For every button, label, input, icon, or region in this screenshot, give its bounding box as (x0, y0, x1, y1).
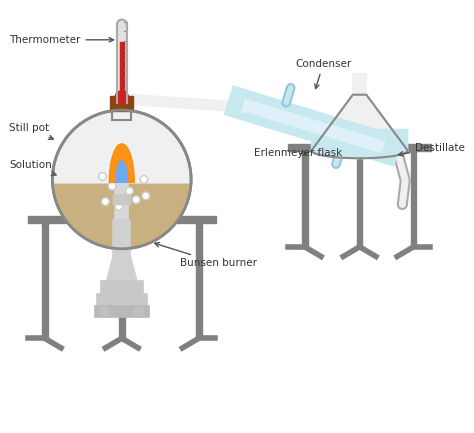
Circle shape (115, 203, 123, 210)
Bar (410, 149, 416, 247)
Circle shape (140, 175, 148, 183)
Circle shape (99, 173, 106, 181)
Bar (113, 220, 130, 256)
Circle shape (108, 182, 116, 190)
Polygon shape (381, 134, 402, 165)
Polygon shape (53, 179, 191, 249)
Bar (118, 20, 126, 103)
Bar (119, 221, 125, 338)
Circle shape (126, 187, 133, 195)
Bar (95, 306, 149, 317)
Bar (28, 216, 216, 223)
Polygon shape (240, 99, 386, 153)
Circle shape (100, 307, 109, 316)
Text: Thermometer: Thermometer (9, 35, 114, 45)
Polygon shape (109, 144, 134, 182)
Circle shape (53, 110, 191, 249)
Polygon shape (311, 95, 408, 158)
Bar (196, 221, 201, 338)
Polygon shape (225, 87, 246, 118)
Bar (100, 281, 143, 295)
Circle shape (101, 198, 109, 205)
Polygon shape (106, 256, 137, 282)
Polygon shape (311, 129, 408, 158)
Polygon shape (238, 90, 389, 162)
Circle shape (121, 171, 128, 178)
Circle shape (132, 196, 140, 204)
Text: Condenser: Condenser (295, 59, 351, 89)
Bar (115, 182, 128, 223)
Bar (97, 294, 147, 307)
Bar (353, 74, 366, 95)
Bar (110, 96, 133, 111)
Circle shape (115, 91, 128, 104)
Text: Erlenmeyer flask: Erlenmeyer flask (254, 149, 342, 158)
Text: Solution: Solution (9, 160, 56, 175)
Bar (112, 107, 131, 120)
Bar (113, 194, 130, 204)
Bar (288, 144, 431, 151)
Text: Bunsen burner: Bunsen burner (155, 242, 256, 268)
Polygon shape (131, 95, 246, 112)
Text: Destillate: Destillate (399, 142, 465, 156)
Bar (302, 149, 308, 247)
Polygon shape (116, 161, 128, 182)
Text: Still pot: Still pot (9, 123, 53, 139)
Bar (120, 42, 124, 94)
Circle shape (142, 192, 150, 200)
Bar (112, 107, 131, 120)
Bar (357, 149, 363, 247)
Circle shape (134, 307, 144, 316)
Bar (42, 221, 47, 338)
